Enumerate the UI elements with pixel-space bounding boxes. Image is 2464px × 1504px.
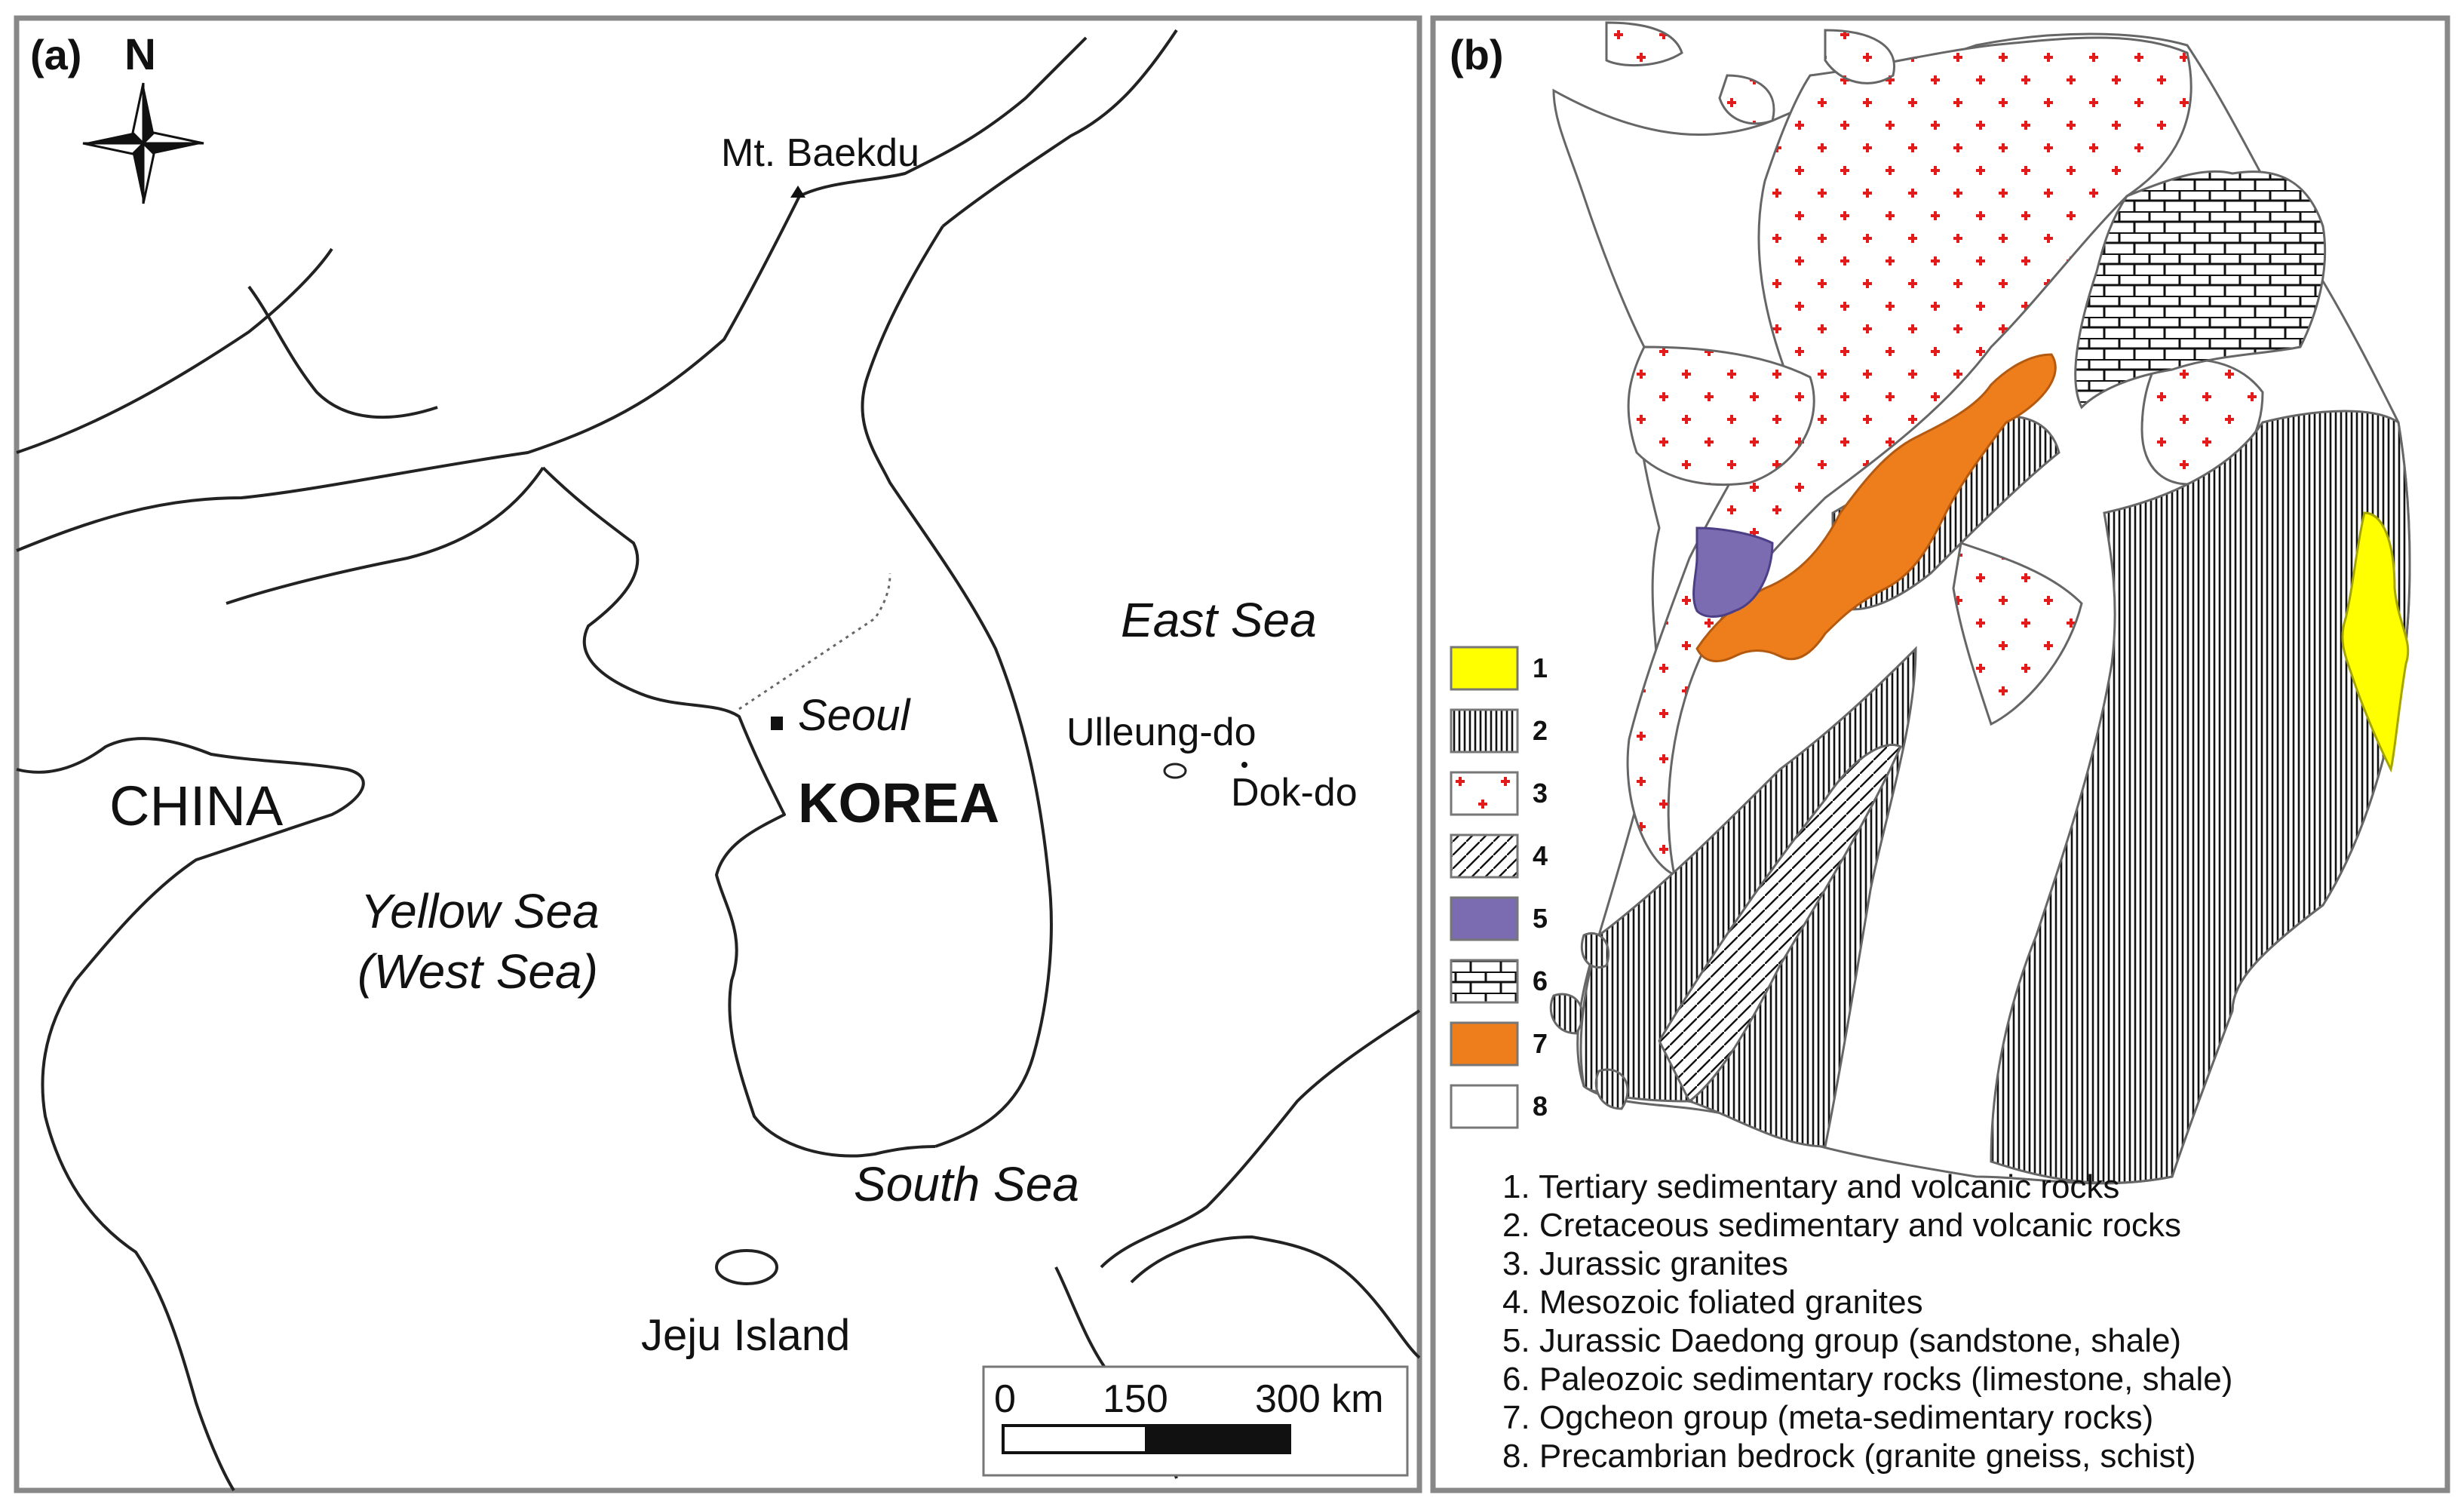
panel-b-label: (b) <box>1450 31 1504 78</box>
legend-swatch-2 <box>1450 708 1519 754</box>
panel-b: (b) <box>1430 15 2450 1493</box>
china-label: CHINA <box>109 775 284 837</box>
legend-number-8: 8 <box>1533 1091 1548 1122</box>
yellow-sea-label: Yellow Sea <box>361 884 600 938</box>
legend-number-7: 7 <box>1533 1028 1548 1059</box>
unit-5-daedong <box>1692 526 1774 618</box>
legend-number-4: 4 <box>1533 840 1548 871</box>
legend-swatch-5 <box>1450 896 1519 941</box>
unit-2-cretaceous-gyeongsang <box>1990 410 2411 1184</box>
legend-desc-8: 8. Precambrian bedrock (granite gneiss, … <box>1502 1438 2196 1475</box>
scale-tick-0: 0 <box>994 1377 1016 1421</box>
jeju-island-label: Jeju Island <box>641 1311 850 1360</box>
legend-swatch-6 <box>1450 959 1519 1004</box>
legend-number-5: 5 <box>1533 903 1548 934</box>
legend-desc-1: 1. Tertiary sedimentary and volcanic roc… <box>1502 1168 2119 1205</box>
legend-swatch-1 <box>1450 646 1519 691</box>
north-label: N <box>124 30 156 79</box>
unit-6-paleozoic <box>2074 170 2327 410</box>
geologic-map <box>1549 21 2411 1185</box>
compass-rose-icon <box>82 82 204 204</box>
west-sea-label: (West Sea) <box>357 944 598 999</box>
legend-desc-3: 3. Jurassic granites <box>1502 1245 1788 1282</box>
unit-7-ogcheon <box>1695 353 2057 663</box>
unit-3-granite-south <box>1952 542 2083 726</box>
scale-tick-300: 300 km <box>1255 1377 1384 1421</box>
legend-desc-7: 7. Ogcheon group (meta-sedimentary rocks… <box>1502 1399 2153 1436</box>
unit-3-granite-west <box>1627 345 1815 486</box>
dok-do-dot <box>1241 762 1247 768</box>
panel-a-frame <box>14 15 1422 1493</box>
panel-a: (a) N <box>14 15 1422 1493</box>
legend-swatch-4 <box>1450 833 1519 879</box>
jeju-island-shape <box>715 1249 778 1285</box>
legend-descriptions: 1. Tertiary sedimentary and volcanic roc… <box>1502 1168 2232 1475</box>
legend-swatch-8 <box>1450 1084 1519 1129</box>
korea-label: KOREA <box>798 772 999 834</box>
legend-desc-2: 2. Cretaceous sedimentary and volcanic r… <box>1502 1207 2181 1244</box>
capital-marker-icon <box>771 717 783 730</box>
legend: 1 2 3 4 5 6 7 8 <box>1450 646 1548 1129</box>
seoul-label: Seoul <box>798 691 911 740</box>
south-sea-label: South Sea <box>854 1157 1079 1211</box>
legend-number-1: 1 <box>1533 652 1548 683</box>
east-sea-label: East Sea <box>1121 593 1317 647</box>
unit-1-tertiary <box>2341 511 2410 773</box>
unit-3-granite-islands <box>1605 21 1895 125</box>
scale-tick-150: 150 <box>1103 1377 1168 1421</box>
legend-number-3: 3 <box>1533 778 1548 809</box>
legend-swatch-7 <box>1450 1021 1519 1067</box>
mt-baekdu-label: Mt. Baekdu <box>721 131 919 175</box>
legend-swatch-3 <box>1450 771 1519 816</box>
unit-4-foliated-granite <box>1658 744 1902 1103</box>
dmz-line <box>738 572 891 711</box>
legend-desc-5: 5. Jurassic Daedong group (sandstone, sh… <box>1502 1322 2181 1359</box>
panel-a-label: (a) <box>30 31 81 78</box>
legend-number-6: 6 <box>1533 965 1548 996</box>
unit-islands-sw <box>1549 932 1629 1110</box>
mountain-marker-icon <box>790 186 805 198</box>
ulleung-do-label: Ulleung-do <box>1066 711 1257 754</box>
legend-desc-4: 4. Mesozoic foliated granites <box>1502 1284 1923 1321</box>
dok-do-label: Dok-do <box>1231 771 1358 815</box>
legend-desc-6: 6. Paleozoic sedimentary rocks (limeston… <box>1502 1361 2232 1398</box>
scale-bar: 0 150 300 km <box>982 1365 1409 1477</box>
ulleung-do-shape <box>1163 763 1187 779</box>
legend-number-2: 2 <box>1533 715 1548 746</box>
